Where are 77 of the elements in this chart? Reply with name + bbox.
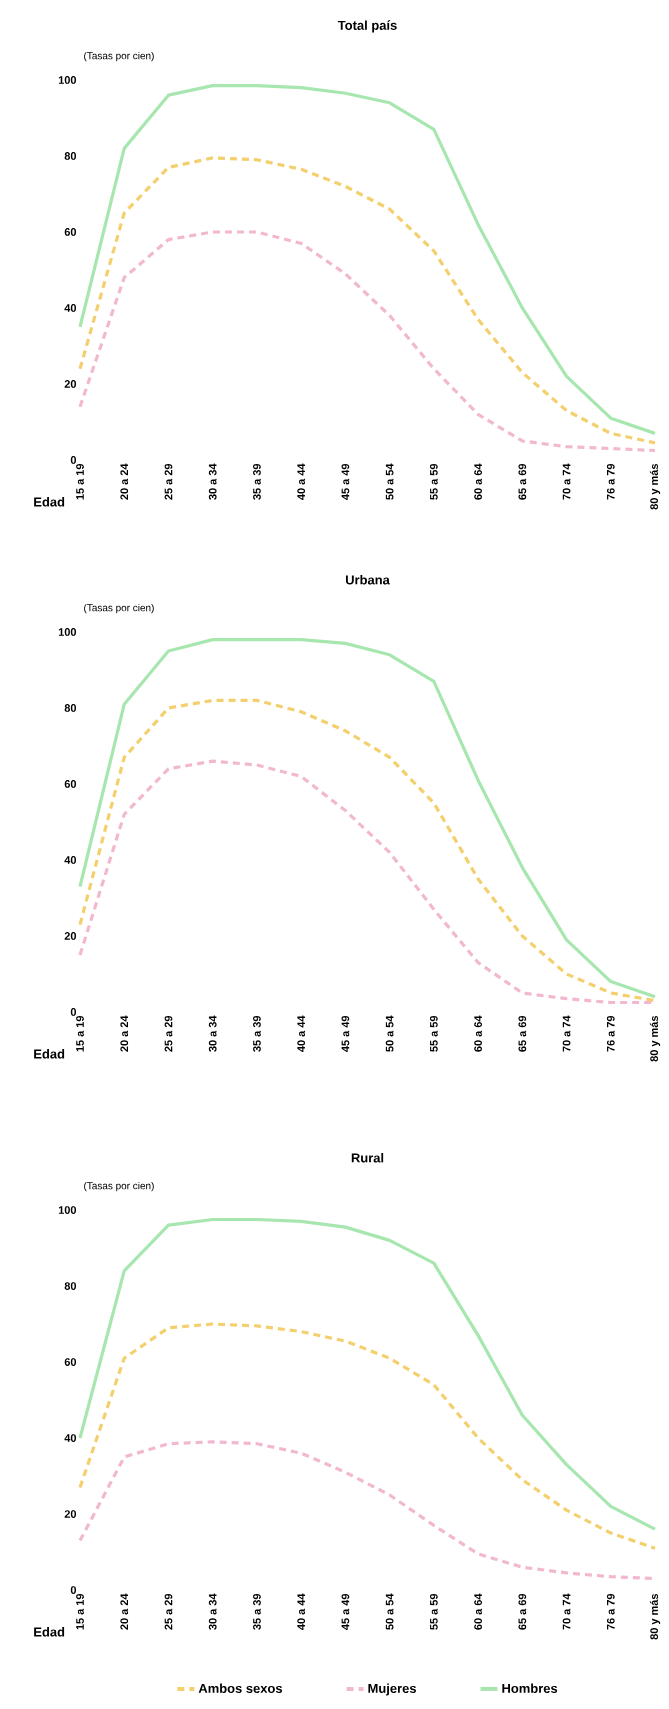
x-tick-label: 25 a 29: [164, 463, 173, 500]
x-tick-label: 35 a 39: [253, 463, 261, 500]
x-tick-label: 76 a 79: [606, 1593, 615, 1630]
x-axis-title: Edad: [34, 1049, 65, 1059]
chart-title: Rural: [351, 1152, 384, 1163]
y-tick-label: 20: [64, 932, 77, 940]
x-tick-label: 70 a 74: [562, 1593, 571, 1630]
y-axis-title: (Tasas por cien): [84, 1181, 154, 1192]
y-tick-label: 40: [64, 304, 77, 312]
x-tick-label: 76 a 79: [606, 463, 615, 500]
y-tick-label: 100: [58, 1206, 77, 1214]
y-tick-label: 60: [64, 1358, 77, 1366]
x-tick-label: 45 a 49: [341, 1015, 350, 1052]
x-tick-label: 45 a 49: [341, 1593, 350, 1630]
legend-label: Hombres: [502, 1683, 558, 1693]
y-tick-label: 100: [58, 76, 77, 84]
x-tick-label: 30 a 34: [208, 1015, 217, 1052]
chart-title: Urbana: [345, 574, 390, 585]
y-tick-label: 80: [64, 1282, 77, 1290]
y-tick-label: 0: [70, 1586, 77, 1594]
line-series: [78, 84, 657, 435]
x-tick-label: 60 a 64: [474, 1593, 482, 1630]
chart-title: Total país: [337, 20, 397, 33]
y-tick-label: 40: [64, 1434, 77, 1442]
x-tick-label: 55 a 59: [429, 1593, 438, 1630]
x-tick-label: 70 a 74: [562, 463, 571, 500]
x-tick-label: 40 a 44: [297, 1015, 306, 1052]
line-series: [78, 1322, 657, 1550]
x-tick-label: 40 a 44: [297, 1593, 306, 1630]
x-tick-label: 80 y más: [649, 1593, 661, 1640]
y-axis-title: (Tasas por cien): [84, 603, 154, 614]
y-tick-label: 100: [58, 628, 77, 636]
x-tick-label: 15 a 19: [76, 1015, 84, 1052]
line-series: [78, 1217, 657, 1531]
x-tick-label: 25 a 29: [164, 1015, 173, 1052]
y-tick-label: 0: [70, 456, 77, 464]
x-tick-label: 55 a 59: [429, 1015, 438, 1052]
x-tick-label: 50 a 54: [385, 1593, 394, 1630]
y-tick-label: 60: [64, 228, 77, 236]
y-tick-label: 60: [64, 780, 77, 788]
y-tick-label: 80: [64, 704, 77, 712]
x-tick-label: 60 a 64: [474, 463, 482, 500]
x-tick-label: 60 a 64: [474, 1015, 482, 1052]
x-tick-label: 55 a 59: [429, 463, 438, 500]
x-tick-label: 15 a 19: [76, 1593, 84, 1630]
x-tick-label: 35 a 39: [253, 1015, 261, 1052]
x-tick-label: 50 a 54: [385, 463, 394, 500]
x-tick-label: 20 a 24: [120, 1015, 129, 1052]
x-tick-label: 76 a 79: [606, 1015, 615, 1052]
x-tick-label: 45 a 49: [341, 463, 350, 500]
x-tick-label: 20 a 24: [120, 1593, 129, 1630]
legend-label: Ambos sexos: [198, 1683, 283, 1693]
x-tick-label: 30 a 34: [208, 1593, 217, 1630]
x-tick-label: 80 y más: [649, 463, 661, 510]
line-series: [78, 230, 657, 453]
x-tick-label: 65 a 69: [518, 463, 527, 500]
x-tick-label: 15 a 19: [76, 463, 84, 500]
y-axis-title: (Tasas por cien): [84, 51, 154, 62]
x-tick-label: 40 a 44: [297, 463, 306, 500]
x-axis-title: Edad: [34, 1627, 65, 1637]
line-series: [78, 156, 657, 445]
x-tick-label: 65 a 69: [518, 1015, 527, 1052]
x-tick-label: 50 a 54: [385, 1015, 394, 1052]
y-tick-label: 0: [70, 1008, 77, 1016]
y-tick-label: 20: [64, 1510, 77, 1518]
x-tick-label: 25 a 29: [164, 1593, 173, 1630]
y-tick-label: 20: [64, 380, 77, 388]
x-tick-label: 65 a 69: [518, 1593, 527, 1630]
x-tick-label: 80 y más: [649, 1015, 661, 1062]
legend-label: Mujeres: [368, 1683, 416, 1696]
x-axis-title: Edad: [34, 497, 65, 507]
y-tick-label: 80: [64, 152, 77, 160]
x-tick-label: 35 a 39: [253, 1593, 261, 1630]
x-tick-label: 20 a 24: [120, 463, 129, 500]
x-tick-label: 30 a 34: [208, 463, 217, 500]
y-tick-label: 40: [64, 856, 77, 864]
x-tick-label: 70 a 74: [562, 1015, 571, 1052]
